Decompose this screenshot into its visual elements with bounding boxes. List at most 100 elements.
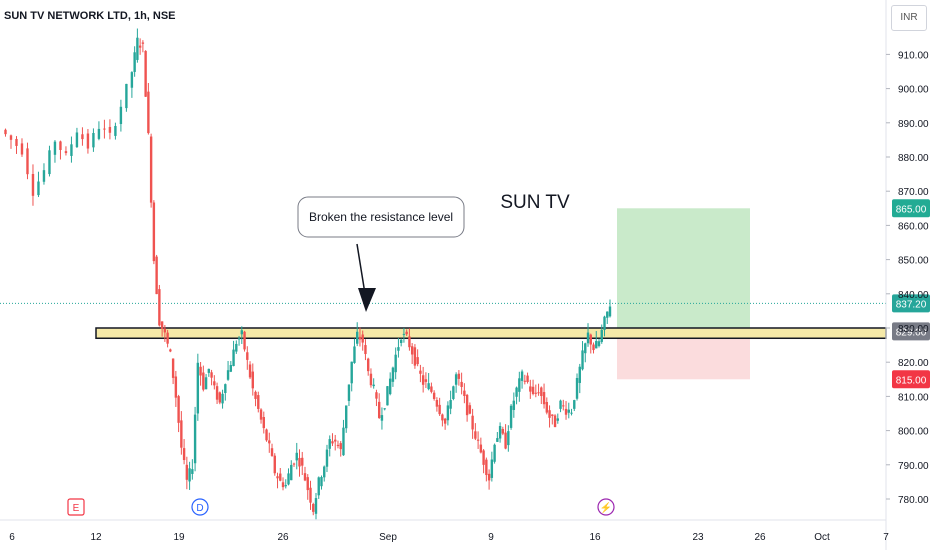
candle-body [273,455,276,474]
candle-body [199,366,202,376]
x-tick-label: 7 [883,532,889,543]
x-tick-label: 9 [488,532,494,543]
candle-body [70,144,73,156]
candle-body [309,487,312,503]
candle-body [97,128,101,139]
candle-body [542,392,546,405]
y-tick-label: 800.00 [898,427,929,438]
candle-body [584,343,587,354]
candle-body [452,386,455,399]
y-tick-label: 880.00 [898,153,929,164]
candle-body [476,439,480,441]
candle-body [375,392,378,399]
y-tick-label: 780.00 [898,495,929,506]
candle-body [325,449,329,467]
candle-body [306,477,309,491]
candle-body [59,141,62,150]
candle-body [573,400,576,409]
candle-body [207,368,211,373]
x-tick-label: Sep [379,532,397,543]
candle-body [185,464,189,480]
price-label-box [892,294,930,313]
candle-body [388,378,392,395]
candle-body [534,392,538,394]
candle-body [474,431,477,439]
currency-badge[interactable]: INR [891,5,927,31]
price-label-box [892,199,930,218]
candle-body [26,148,29,175]
candle-body [232,349,235,367]
candle-body [191,469,194,474]
candle-body [446,405,450,421]
candle-body [608,306,612,317]
candle-body [218,392,222,403]
resistance-zone [95,327,887,340]
candle-body [416,357,419,365]
x-tick-label: 19 [173,532,185,543]
candle-body [339,443,342,450]
candle-body [564,408,568,415]
candle-body [298,457,301,467]
candle-body [138,45,142,48]
candle-body [182,448,186,461]
candle-body [501,428,505,434]
candle-body [213,381,216,386]
y-tick-label: 810.00 [898,392,929,403]
candle-body [235,343,238,352]
candle-body [237,338,241,340]
candle-body [419,370,422,374]
candle-body [37,181,40,196]
candle-body [265,429,268,441]
candle-body [215,386,219,400]
x-tick-label: 26 [754,532,766,543]
dividend-marker [191,498,209,516]
candle-body [204,377,208,390]
candle-body [226,370,230,380]
candle-body [114,125,117,136]
candle-body [312,503,315,512]
candle-body [254,391,257,399]
candle-body [243,331,246,350]
candle-body [509,405,513,428]
candle-body [512,400,516,410]
y-tick-label: 870.00 [898,187,929,198]
candle-body [290,464,293,481]
candle-body [496,438,499,442]
candle-body [551,414,554,416]
x-tick-label: 23 [692,532,704,543]
price-label-last: 837.20 [896,299,927,310]
x-tick-label: Oct [814,532,830,543]
candle-body [108,126,112,133]
candle-body [336,444,340,447]
candle-body [292,463,296,465]
candle-body [166,332,169,344]
candle-body [364,345,367,355]
candle-body [144,50,147,97]
price-label-box [892,322,930,341]
chart-title: SUN TV NETWORK LTD, 1h, NSE [4,10,176,22]
candle-body [595,340,598,349]
candle-body [347,384,351,401]
profit-zone [617,208,750,332]
candle-body [303,473,307,481]
candle-body [515,387,518,397]
candle-body [345,405,348,429]
candle-body [64,151,68,154]
candle-body [331,441,334,444]
candle-body [251,371,254,389]
candle-body [449,400,452,409]
candle-body [163,328,167,333]
x-tick-label: 6 [9,532,15,543]
candle-body [42,170,46,182]
candle-body [386,386,389,406]
callout-box [297,196,465,238]
candle-body [15,138,18,146]
candle-body [323,466,326,478]
y-tick-label: 850.00 [898,256,929,267]
candle-body [180,420,183,448]
candle-body [366,358,370,372]
candle-body [487,473,491,481]
candle-body [171,358,175,378]
